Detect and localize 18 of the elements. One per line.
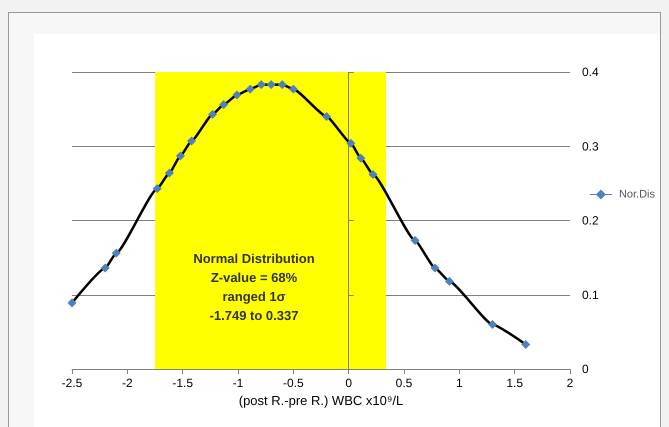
y-tick-label: 0 [582, 362, 589, 376]
y-tick-label: 0.1 [582, 288, 600, 302]
x-tick-label: 0 [345, 376, 352, 390]
x-tick-label: -1.5 [172, 376, 194, 390]
x-tick-label: -2.5 [62, 376, 83, 390]
x-tick-label: 2 [566, 376, 574, 390]
x-tick-label: -0.5 [282, 376, 304, 390]
x-tick-label: 1 [456, 376, 463, 390]
x-axis-title: (post R.-pre R.) WBC x10⁹/L [238, 393, 404, 408]
x-tick-label: -2 [122, 376, 133, 390]
legend-label: Nor.Dis [618, 188, 656, 200]
y-tick-label: 0.2 [582, 214, 600, 228]
y-tick-label: 0.3 [582, 139, 600, 154]
x-tick-label: 0.5 [396, 376, 413, 390]
x-tick-label: -1 [232, 376, 244, 390]
x-tick-label: 1.5 [506, 376, 524, 390]
y-tick-label: 0.4 [582, 65, 600, 79]
annotation: Normal Distribution Z-value = 68% ranged 1σ -1.749 to 0.337 [193, 251, 315, 323]
